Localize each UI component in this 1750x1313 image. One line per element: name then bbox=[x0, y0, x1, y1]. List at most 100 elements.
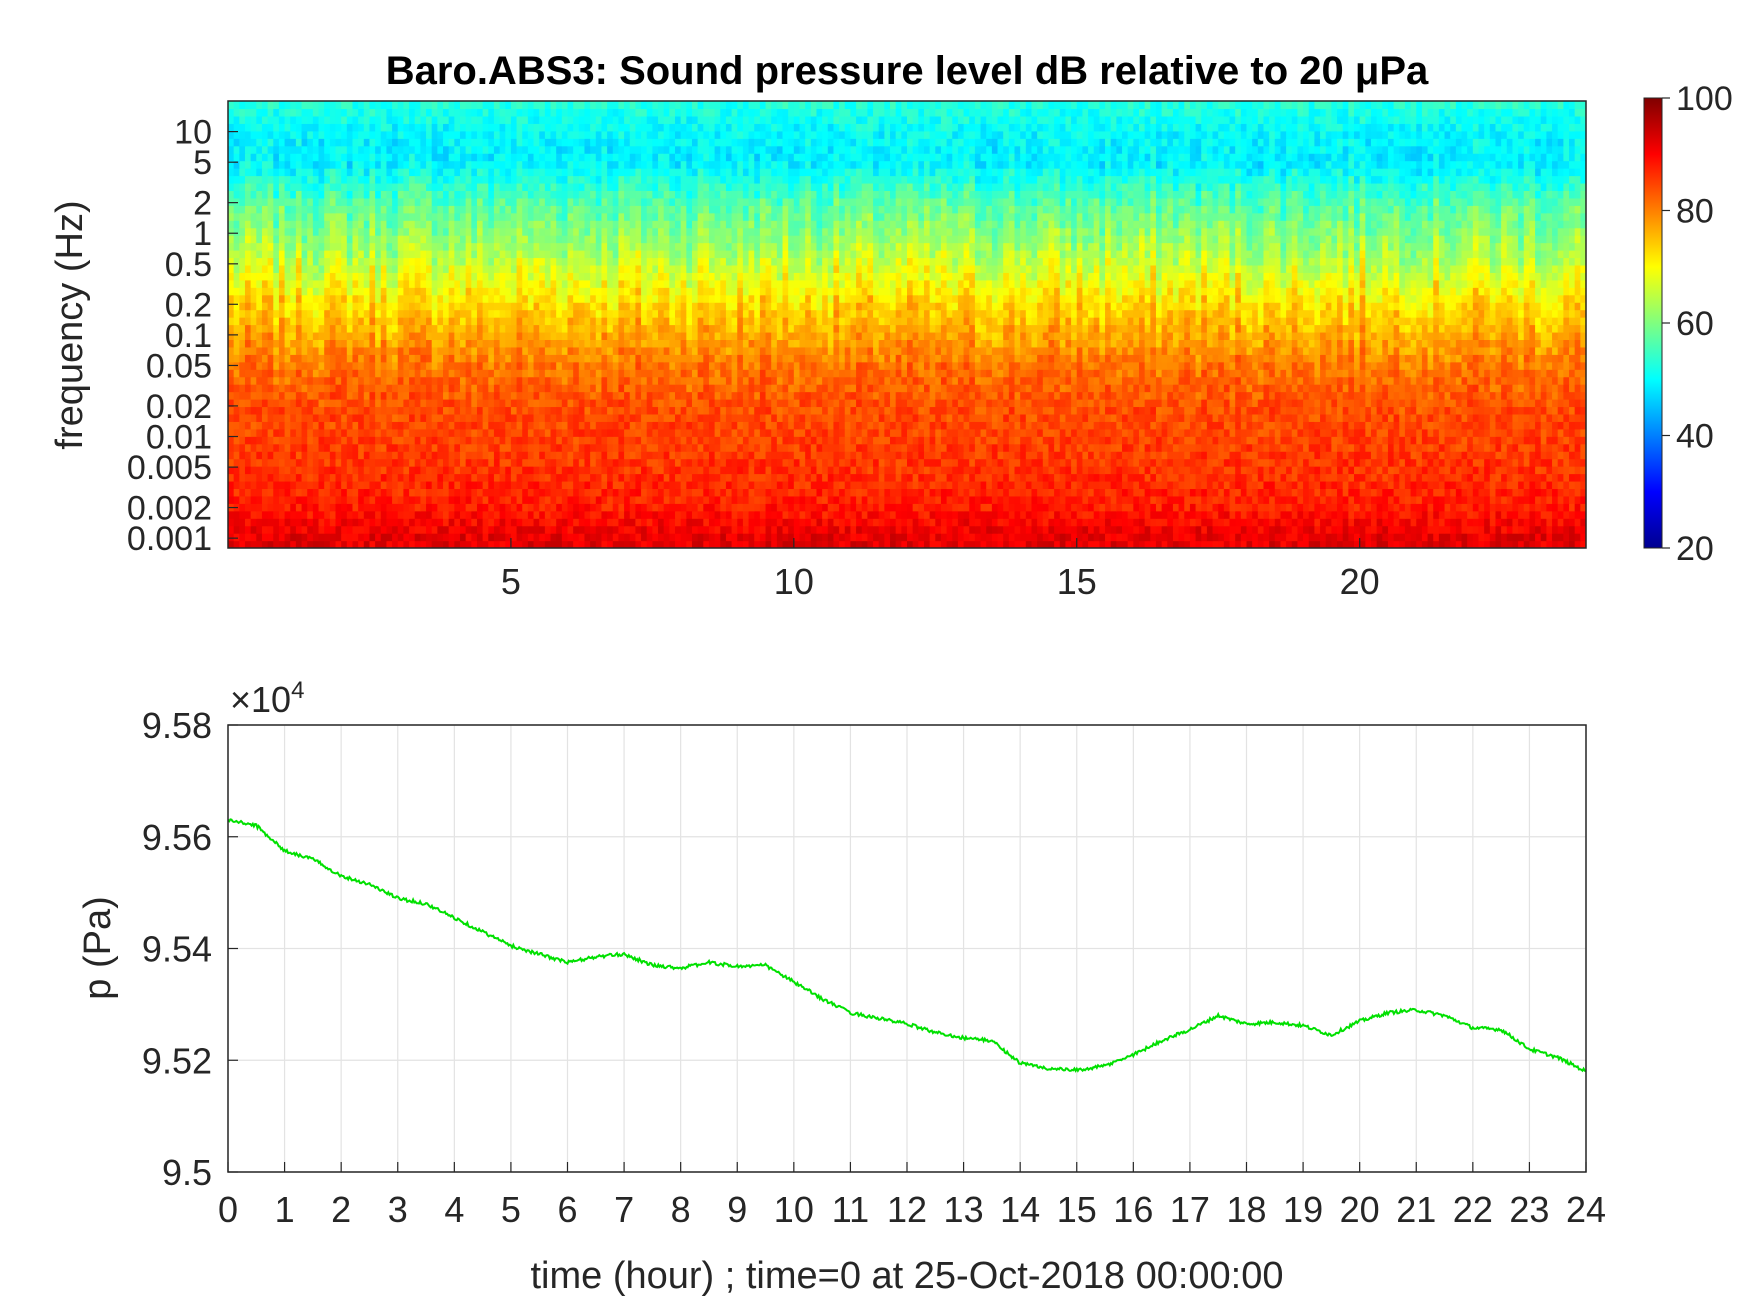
spectrogram-cell bbox=[403, 421, 410, 430]
spectrogram-cell bbox=[839, 466, 846, 475]
spectrogram-cell bbox=[1093, 518, 1100, 527]
spectrogram-cell bbox=[607, 421, 614, 430]
spectrogram-cell bbox=[493, 495, 501, 504]
spectrogram-cell bbox=[1065, 451, 1072, 460]
spectrogram-cell bbox=[1529, 473, 1536, 482]
spectrogram-cell bbox=[1246, 503, 1253, 512]
spectrogram-cell bbox=[946, 451, 953, 460]
spectrogram-cell bbox=[341, 480, 348, 489]
spectrogram-cell bbox=[1523, 480, 1531, 489]
spectrogram-cell bbox=[607, 391, 614, 400]
spectrogram-cell bbox=[1161, 399, 1168, 408]
spectrogram-cell bbox=[1512, 443, 1519, 452]
spectrogram-cell bbox=[1252, 525, 1259, 534]
spectrogram-cell bbox=[1257, 399, 1265, 408]
spectrogram-cell bbox=[1535, 458, 1542, 467]
spectrogram-cell bbox=[1359, 406, 1366, 415]
spectrogram-cell bbox=[1127, 495, 1134, 504]
spectrogram-cell bbox=[776, 391, 784, 400]
spectrogram-cell bbox=[1291, 458, 1299, 467]
spectrogram-cell bbox=[261, 488, 269, 497]
spectrogram-cell bbox=[1240, 510, 1248, 519]
spectrogram-cell bbox=[1133, 436, 1140, 445]
spectrogram-cell bbox=[233, 406, 240, 415]
spectrogram-cell bbox=[1065, 466, 1072, 475]
spectrogram-cell bbox=[1037, 391, 1044, 400]
spectrogram-cell bbox=[256, 458, 263, 467]
spectrogram-cell bbox=[1014, 533, 1021, 542]
spectrogram-cell bbox=[307, 421, 314, 430]
spectrogram-cell bbox=[1404, 495, 1412, 504]
spectrogram-cell bbox=[1105, 391, 1112, 400]
spectrogram-cell bbox=[250, 510, 257, 519]
spectrogram-cell bbox=[624, 451, 631, 460]
spectrogram-cell bbox=[1014, 503, 1021, 512]
spectrogram-cell bbox=[697, 451, 704, 460]
spectrogram-cell bbox=[414, 399, 421, 408]
spectrogram-cell bbox=[878, 518, 885, 527]
spectrogram-cell bbox=[940, 533, 948, 542]
spectrogram-cell bbox=[312, 421, 320, 430]
spectrogram-cell bbox=[573, 495, 580, 504]
spectrogram-cell bbox=[1484, 443, 1491, 452]
spectrogram-cell bbox=[1506, 451, 1514, 460]
spectrogram-cell bbox=[1195, 458, 1202, 467]
spectrogram-cell bbox=[1325, 480, 1332, 489]
spectrogram-cell bbox=[1206, 480, 1214, 489]
spectrogram-cell bbox=[476, 473, 484, 482]
spectrogram-cell bbox=[278, 436, 286, 445]
spectrogram-cell bbox=[295, 421, 303, 430]
spectrogram-cell bbox=[1518, 488, 1525, 497]
spectrogram-cell bbox=[805, 436, 812, 445]
spectrogram-cell bbox=[703, 533, 710, 542]
spectrogram-cell bbox=[261, 399, 269, 408]
spectrogram-cell bbox=[601, 518, 608, 527]
spectrogram-cell bbox=[793, 413, 801, 422]
spectrogram-cell bbox=[624, 480, 631, 489]
spectrogram-cell bbox=[1348, 406, 1355, 415]
spectrogram-cell bbox=[646, 436, 653, 445]
spectrogram-cell bbox=[1201, 436, 1208, 445]
spectrogram-cell bbox=[878, 466, 885, 475]
spectrogram-cell bbox=[708, 540, 716, 548]
spectrogram-cell bbox=[527, 466, 535, 475]
spectrogram-cell bbox=[957, 518, 965, 527]
spectrogram-cell bbox=[912, 451, 919, 460]
spectrogram-cell bbox=[352, 413, 359, 422]
spectrogram-cell bbox=[1212, 451, 1219, 460]
spectrogram-cell bbox=[816, 510, 823, 519]
spectrogram-cell bbox=[759, 399, 767, 408]
spectrogram-cell bbox=[635, 443, 642, 452]
spectrogram-cell bbox=[618, 413, 625, 422]
spectrogram-cell bbox=[1320, 458, 1327, 467]
spectrogram-cell bbox=[1450, 518, 1457, 527]
spectrogram-cell bbox=[448, 525, 455, 534]
spectrogram-cell bbox=[1280, 443, 1287, 452]
spectrogram-cell bbox=[1003, 540, 1010, 548]
spectrogram-cell bbox=[1065, 443, 1072, 452]
spectrogram-cell bbox=[488, 480, 495, 489]
spectrogram-cell bbox=[1172, 510, 1180, 519]
spectrogram-cell bbox=[839, 488, 846, 497]
spectrogram-cell bbox=[1133, 458, 1140, 467]
spectrogram-cell bbox=[1393, 421, 1400, 430]
spectrogram-cell bbox=[1110, 458, 1117, 467]
spectrogram-cell bbox=[324, 503, 331, 512]
spectrogram-cell bbox=[239, 413, 246, 422]
spectrogram-cell bbox=[318, 533, 325, 542]
spectrogram-cell bbox=[1529, 510, 1536, 519]
spectrogram-cell bbox=[1370, 495, 1378, 504]
spectrogram-cell bbox=[318, 473, 325, 482]
spectrogram-cell bbox=[1365, 473, 1372, 482]
spectrogram-cell bbox=[935, 480, 942, 489]
spectrogram-cell bbox=[1523, 428, 1531, 437]
spectrogram-cell bbox=[980, 436, 987, 445]
spectrogram-cell bbox=[1552, 443, 1559, 452]
spectrogram-cell bbox=[420, 510, 427, 519]
spectrogram-cell bbox=[1308, 495, 1315, 504]
spectrogram-cell bbox=[703, 399, 710, 408]
spectrogram-cell bbox=[1489, 540, 1497, 548]
spectrogram-cell bbox=[1337, 451, 1344, 460]
spectrogram-cell bbox=[844, 466, 852, 475]
spectrogram-cell bbox=[986, 510, 993, 519]
